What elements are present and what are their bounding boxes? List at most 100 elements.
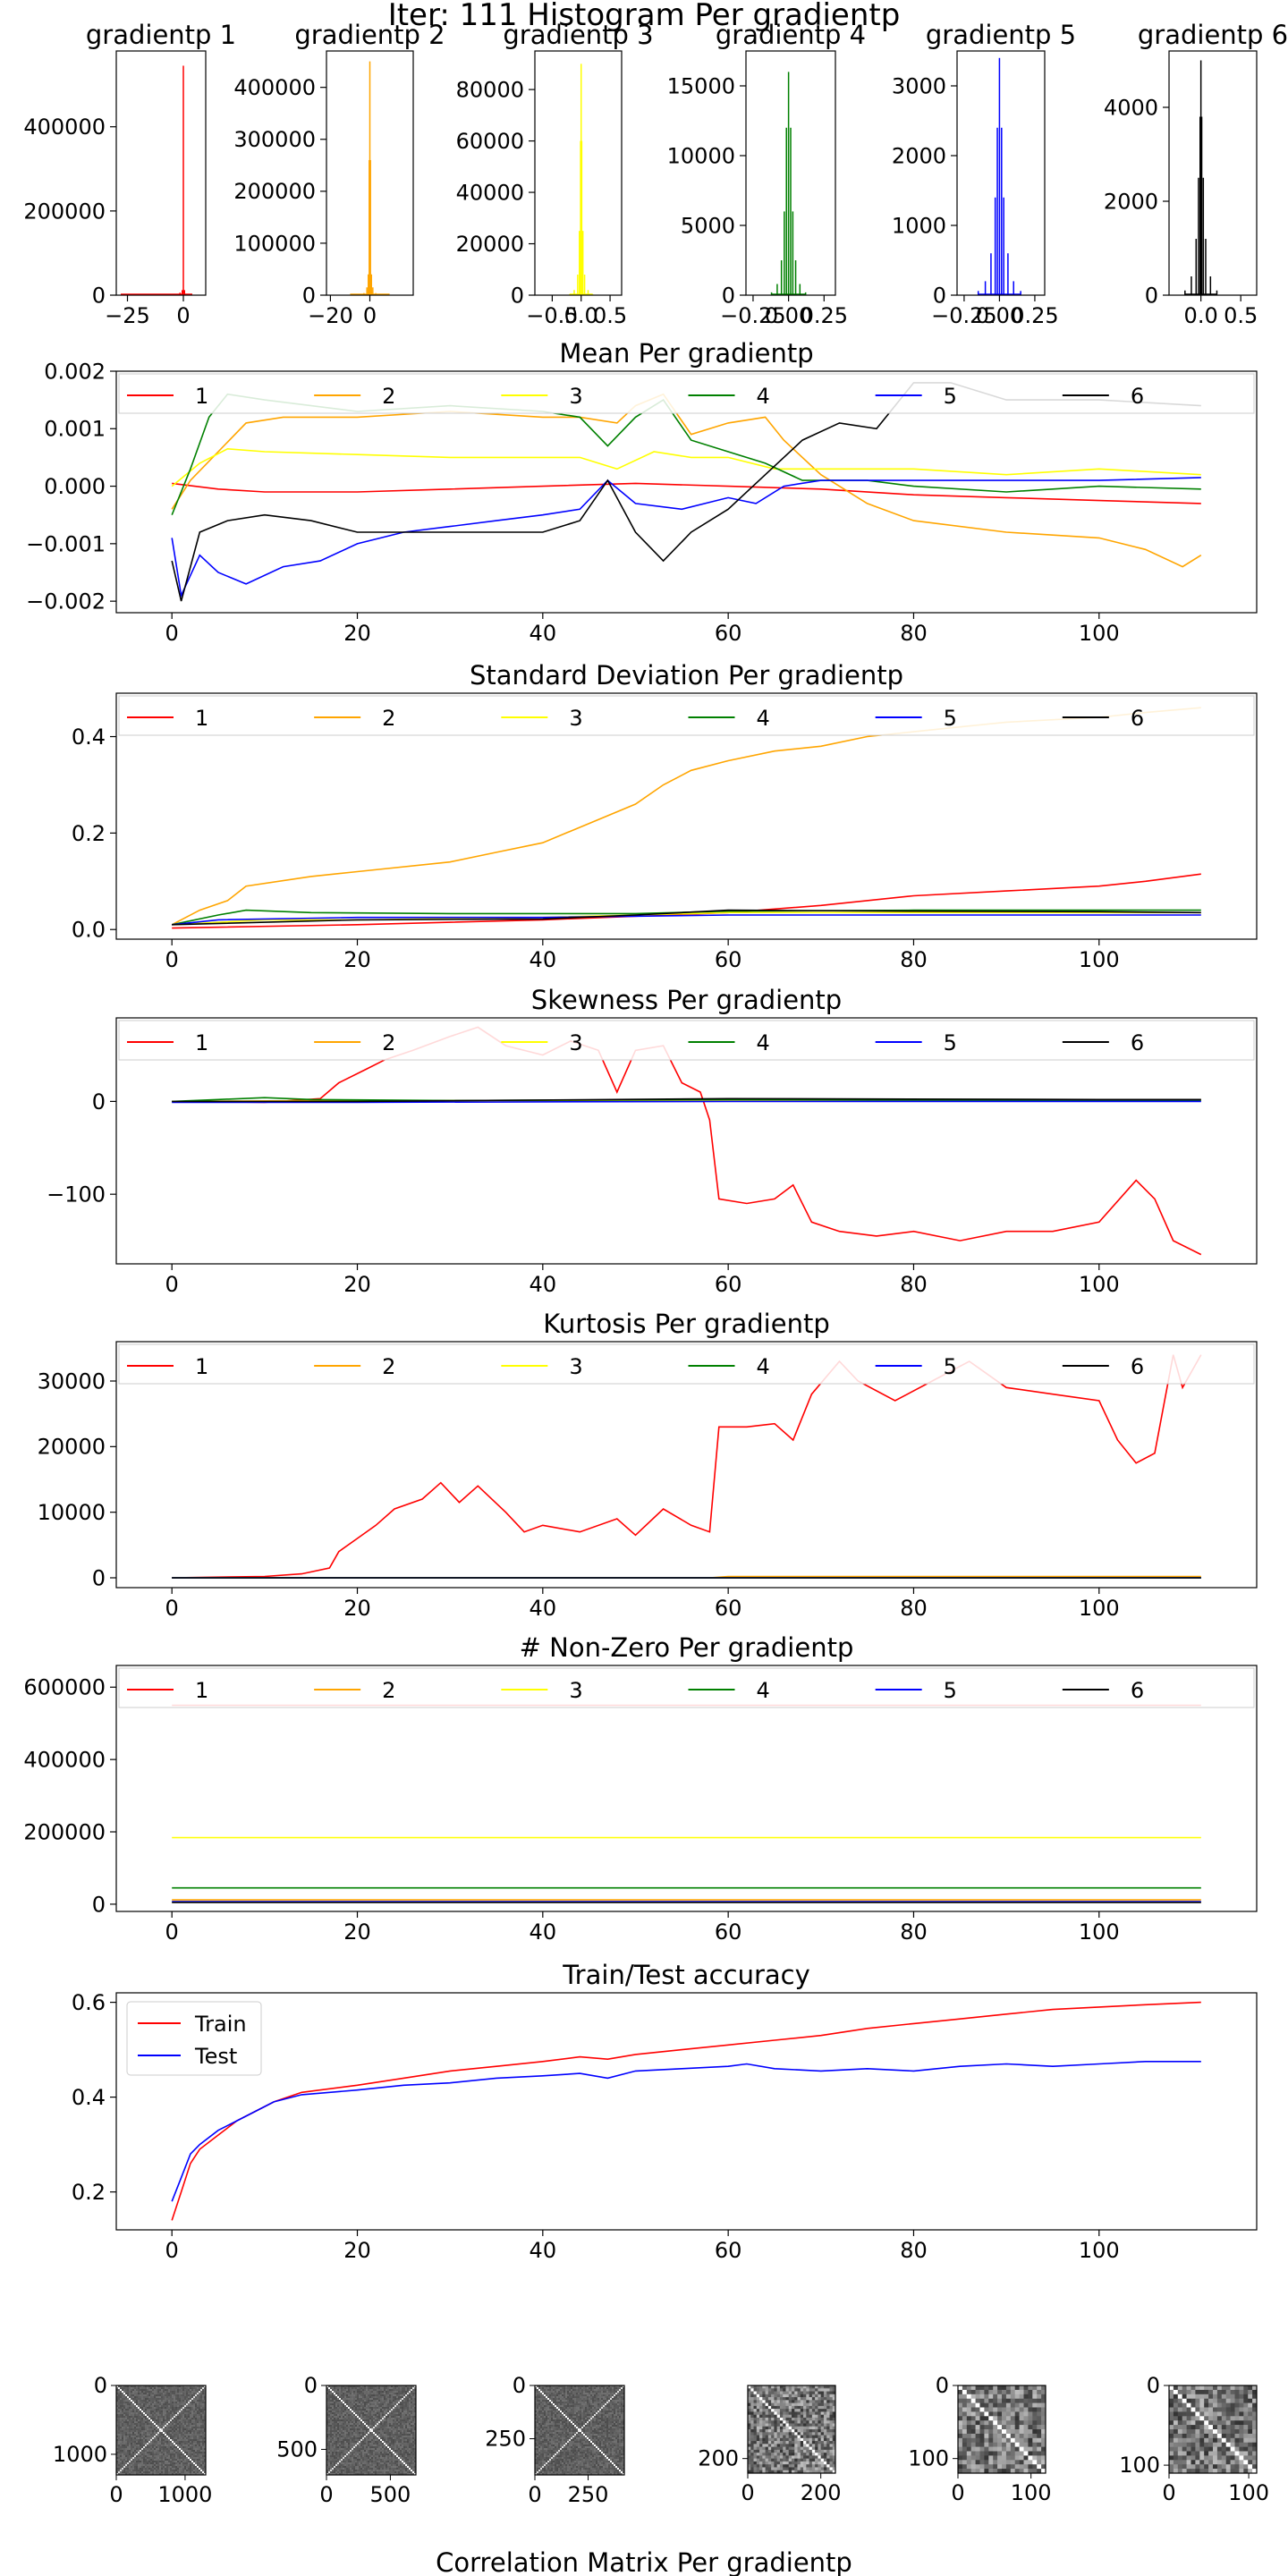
heatmap-cell (369, 2457, 372, 2460)
heatmap-cell (197, 2387, 199, 2390)
heatmap-cell (157, 2434, 160, 2436)
heatmap-cell (405, 2455, 408, 2458)
heatmap-cell (335, 2387, 338, 2390)
heatmap-cell (188, 2445, 191, 2447)
heatmap-cell (330, 2430, 333, 2433)
heatmap-cell (402, 2385, 404, 2388)
heatmap-cell (143, 2416, 146, 2419)
axes-frame (1168, 50, 1258, 296)
heatmap-cell (168, 2453, 171, 2456)
heatmap-cell (129, 2407, 131, 2410)
heatmap-cell (402, 2421, 404, 2424)
heatmap-cell (202, 2461, 205, 2463)
heatmap-cell (159, 2471, 162, 2474)
heatmap-cell (352, 2439, 354, 2442)
heatmap-cell (157, 2405, 160, 2408)
heatmap-cell (118, 2462, 121, 2465)
heatmap-cell (384, 2432, 386, 2435)
heatmap-cell (195, 2461, 198, 2463)
heatmap-cell (186, 2457, 189, 2460)
heatmap-cell (337, 2434, 340, 2436)
heatmap-cell (394, 2396, 397, 2399)
heatmap-cell (403, 2428, 406, 2431)
heatmap-cell (197, 2450, 199, 2453)
heatmap-cell (138, 2421, 140, 2424)
heatmap-cell (373, 2421, 376, 2424)
heatmap-cell (191, 2468, 194, 2470)
heatmap-cell (188, 2396, 191, 2399)
heatmap-cell (191, 2428, 194, 2431)
heatmap-cell (150, 2441, 153, 2444)
heatmap-cell (157, 2452, 160, 2454)
heatmap-cell (373, 2428, 376, 2431)
histogram-title: gradientp 5 (926, 20, 1076, 50)
heatmap-cell (123, 2407, 126, 2410)
heatmap-cell (168, 2457, 171, 2460)
heatmap-cell (409, 2448, 411, 2451)
heatmap-cell (326, 2393, 329, 2395)
heatmap-cell (134, 2466, 137, 2469)
heatmap-cell (161, 2437, 164, 2440)
heatmap-cell (394, 2452, 397, 2454)
heatmap-cell (337, 2455, 340, 2458)
heatmap-cell (387, 2391, 390, 2394)
heatmap-cell (118, 2418, 121, 2420)
heatmap-cell (184, 2455, 187, 2458)
heatmap-cell (122, 2398, 124, 2401)
heatmap-cell (195, 2473, 198, 2476)
heatmap-cell (166, 2464, 169, 2467)
legend-box (118, 373, 1255, 414)
heatmap-cell (362, 2393, 365, 2395)
heatmap-cell (202, 2405, 205, 2408)
heatmap-cell (199, 2405, 201, 2408)
heatmap-cell (143, 2443, 146, 2445)
histogram-bar (984, 281, 987, 295)
line-chart-title: # Non-Zero Per gradientp (520, 1632, 854, 1663)
heatmap-cell (138, 2471, 140, 2474)
heatmap-cell (184, 2385, 187, 2388)
heatmap-cell (352, 2402, 354, 2404)
legend-label: 2 (382, 1354, 395, 1379)
heatmap-cell (177, 2443, 180, 2445)
heatmap-cell (355, 2414, 358, 2417)
heatmap-cell (202, 2464, 205, 2467)
heatmap-cell (344, 2387, 347, 2390)
heatmap-cell (186, 2387, 189, 2390)
heatmap-cell (378, 2455, 381, 2458)
series-line-2 (171, 707, 1201, 926)
heatmap-cell (204, 2445, 207, 2447)
heatmap-cell (145, 2387, 148, 2390)
heatmap-cell (350, 2432, 352, 2435)
heatmap-cell (344, 2416, 347, 2419)
heatmap-cell (335, 2452, 338, 2454)
heatmap-cell (116, 2462, 119, 2465)
heatmap-cell (384, 2393, 386, 2395)
heatmap-cell (181, 2434, 183, 2436)
heatmap-cell (118, 2445, 121, 2447)
heatmap-cell (138, 2473, 140, 2476)
heatmap-cell (355, 2402, 358, 2404)
heatmap-cell (152, 2441, 155, 2444)
heatmap-cell (132, 2387, 135, 2390)
heatmap-cell (371, 2432, 374, 2435)
heatmap-cell (355, 2409, 358, 2411)
heatmap-cell (174, 2405, 176, 2408)
heatmap-cell (123, 2450, 126, 2453)
heatmap-cell (200, 2434, 203, 2436)
heatmap-cell (165, 2425, 167, 2428)
heatmap-cell (195, 2416, 198, 2419)
heatmap-cell (362, 2446, 365, 2449)
heatmap-cell (389, 2450, 392, 2453)
heatmap-cell (141, 2432, 144, 2435)
heatmap-cell (328, 2416, 331, 2419)
heatmap-cell (200, 2405, 203, 2408)
heatmap-cell (348, 2405, 351, 2408)
heatmap-cell (391, 2393, 394, 2395)
heatmap-cell (184, 2459, 187, 2462)
heatmap-cell (179, 2443, 182, 2445)
heatmap-cell (371, 2387, 374, 2390)
heatmap-cell (400, 2452, 402, 2454)
heatmap-cell (402, 2434, 404, 2436)
